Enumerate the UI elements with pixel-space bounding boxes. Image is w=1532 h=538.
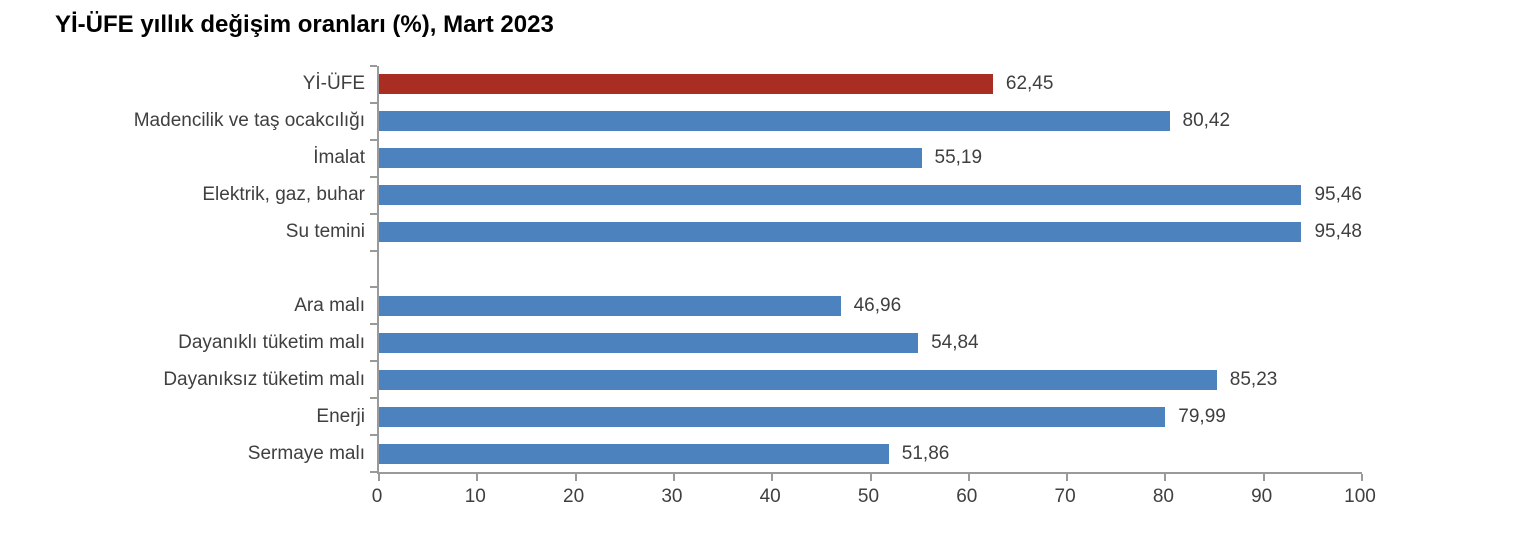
x-axis-tick (771, 474, 774, 481)
y-axis-tick (370, 323, 377, 326)
x-axis-tick (378, 474, 380, 481)
x-axis-tick (869, 474, 872, 481)
category-label: Madencilik ve taş ocakcılığı (133, 110, 365, 132)
bar-row-empty (379, 251, 1362, 288)
x-axis-tick (574, 474, 577, 481)
x-axis-tick (1066, 474, 1069, 481)
bar-row: 46,96 (379, 287, 1362, 324)
x-axis-tick-label: 10 (464, 486, 486, 507)
y-axis-tick (370, 249, 377, 252)
value-label: 85,23 (1229, 368, 1278, 390)
value-label: 62,45 (1005, 73, 1054, 95)
x-axis-tick (1164, 474, 1167, 481)
bar-row: 54,84 (379, 324, 1362, 361)
bar (379, 406, 1166, 427)
y-axis-tick (370, 434, 377, 437)
x-axis-tick (967, 474, 970, 481)
bar (379, 111, 1170, 132)
bar-row: 51,86 (379, 435, 1362, 472)
y-axis-tick (370, 286, 377, 289)
category-label: İmalat (313, 147, 365, 169)
x-axis-tick (476, 474, 479, 481)
bar (379, 369, 1217, 390)
y-axis-tick (370, 175, 377, 178)
category-label: Dayanıksız tüketim malı (163, 368, 365, 390)
bar-row: 95,48 (379, 214, 1362, 251)
category-label: Ara malı (294, 294, 365, 316)
x-axis-tick-label: 20 (563, 486, 585, 507)
category-label-empty (0, 251, 365, 288)
y-axis-tick (370, 212, 377, 215)
bar (379, 222, 1302, 243)
x-axis-tick-label: 60 (956, 486, 978, 507)
x-axis-tick-label: 90 (1251, 486, 1273, 507)
value-label: 95,46 (1314, 184, 1362, 206)
value-label: 46,96 (853, 294, 902, 316)
bar (379, 332, 919, 353)
y-axis-tick (370, 397, 377, 400)
y-axis-tick (370, 65, 377, 67)
bar (379, 185, 1302, 206)
value-label: 54,84 (931, 331, 979, 353)
bar-row: 79,99 (379, 398, 1362, 435)
bar (379, 295, 841, 316)
bar (379, 443, 889, 464)
x-axis-tick (672, 474, 675, 481)
y-axis-tick (370, 101, 377, 104)
category-label: Dayanıklı tüketim malı (178, 331, 365, 353)
bar (379, 74, 993, 95)
y-axis-tick (370, 471, 377, 473)
x-axis-tick-label: 0 (371, 486, 383, 507)
category-label: Yİ-ÜFE (302, 73, 365, 95)
x-axis-tick-label: 40 (759, 486, 781, 507)
x-axis-labels: 0 10 20 30 40 50 60 70 80 90 100 (372, 486, 1376, 510)
plot-area: 62,45 80,42 55,19 95,46 95,48 46,96 54,84 85,23… (370, 65, 1363, 481)
value-label: 51,86 (901, 442, 950, 464)
bar-row: 55,19 (379, 140, 1362, 177)
x-axis-tick-label: 80 (1152, 486, 1174, 507)
chart-title: Yİ-ÜFE yıllık değişim oranları (%), Mart… (55, 11, 554, 38)
bar-row: 95,46 (379, 177, 1362, 214)
bar-row: 80,42 (379, 103, 1362, 140)
y-axis-tick (370, 138, 377, 141)
value-label: 55,19 (934, 147, 983, 169)
bar-row: 85,23 (379, 361, 1362, 398)
y-axis-tick (370, 360, 377, 363)
category-label: Sermaye malı (247, 442, 365, 464)
x-axis-tick (1262, 474, 1265, 481)
category-label: Elektrik, gaz, buhar (202, 184, 365, 206)
bar-row: 62,45 (379, 66, 1362, 103)
x-axis-tick (1361, 474, 1363, 481)
x-axis-tick-label: 30 (661, 486, 683, 507)
x-axis-tick-label: 100 (1344, 486, 1376, 507)
category-axis-labels: Yİ-ÜFE Madencilik ve taş ocakcılığı İmalat… (0, 66, 365, 472)
value-label: 79,99 (1178, 405, 1226, 427)
x-axis-tick-label: 50 (857, 486, 880, 507)
bar-rows: 62,45 80,42 55,19 95,46 95,48 46,96 54,84 85,23… (379, 66, 1362, 472)
value-label: 95,48 (1314, 221, 1362, 243)
category-label: Enerji (316, 405, 365, 427)
category-label: Su temini (285, 221, 365, 243)
bar (379, 148, 922, 169)
value-label: 80,42 (1182, 110, 1231, 132)
x-axis-tick-label: 70 (1054, 486, 1076, 507)
